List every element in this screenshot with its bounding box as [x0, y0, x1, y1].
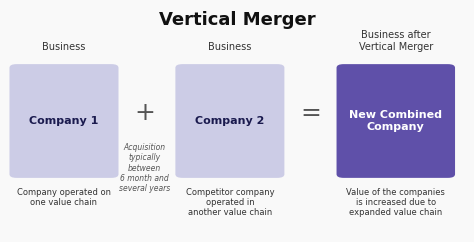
FancyBboxPatch shape [9, 64, 119, 178]
Text: Vertical Merger: Vertical Merger [159, 11, 315, 29]
Text: Company 2: Company 2 [195, 116, 264, 126]
Text: Company operated on
one value chain: Company operated on one value chain [17, 188, 111, 207]
Text: Value of the companies
is increased due to
expanded value chain: Value of the companies is increased due … [346, 188, 445, 217]
Text: +: + [134, 100, 155, 125]
FancyBboxPatch shape [175, 64, 284, 178]
Text: Business: Business [208, 42, 252, 52]
Text: Competitor company
operated in
another value chain: Competitor company operated in another v… [186, 188, 274, 217]
FancyBboxPatch shape [337, 64, 455, 178]
Text: New Combined
Company: New Combined Company [349, 110, 442, 132]
Text: Business: Business [42, 42, 86, 52]
Text: =: = [300, 100, 321, 125]
Text: Company 1: Company 1 [29, 116, 99, 126]
Text: Acquisition
typically
between
6 month and
several years: Acquisition typically between 6 month an… [119, 143, 170, 193]
Text: Business after
Vertical Merger: Business after Vertical Merger [359, 30, 433, 52]
